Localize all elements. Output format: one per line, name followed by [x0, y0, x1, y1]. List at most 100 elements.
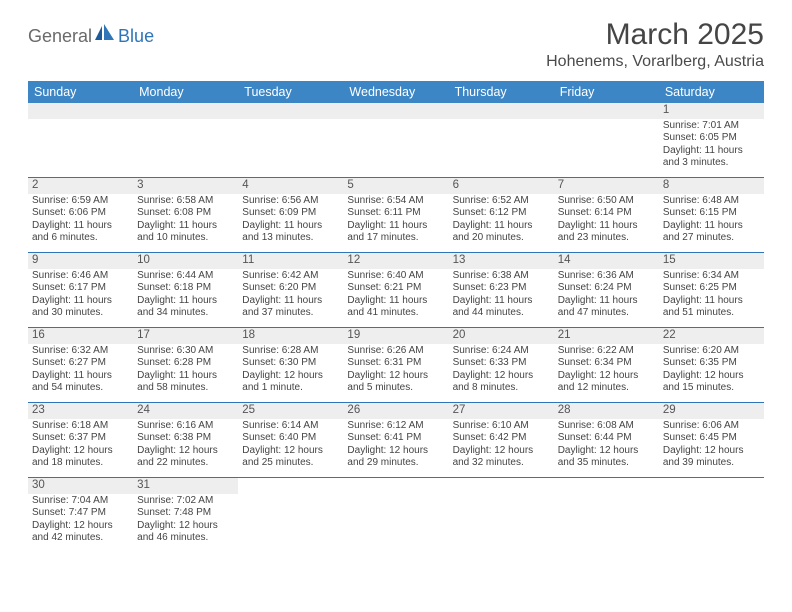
calendar-cell: 31Sunrise: 7:02 AMSunset: 7:48 PMDayligh… [133, 478, 238, 553]
sunrise-line: Sunrise: 6:08 AM [558, 420, 655, 433]
sunrise-line: Sunrise: 6:42 AM [242, 270, 339, 283]
sunrise-line: Sunrise: 6:40 AM [347, 270, 444, 283]
calendar-row: 30Sunrise: 7:04 AMSunset: 7:47 PMDayligh… [28, 478, 764, 553]
calendar-cell: 4Sunrise: 6:56 AMSunset: 6:09 PMDaylight… [238, 178, 343, 253]
day-number: 20 [449, 328, 554, 344]
day-details: Sunrise: 6:30 AMSunset: 6:28 PMDaylight:… [133, 344, 238, 395]
day-number: 16 [28, 328, 133, 344]
daylight-line: Daylight: 11 hours and 47 minutes. [558, 295, 655, 320]
day-details: Sunrise: 6:54 AMSunset: 6:11 PMDaylight:… [343, 194, 448, 245]
day-details: Sunrise: 6:46 AMSunset: 6:17 PMDaylight:… [28, 269, 133, 320]
day-details: Sunrise: 6:18 AMSunset: 6:37 PMDaylight:… [28, 419, 133, 470]
sunset-line: Sunset: 6:38 PM [137, 432, 234, 445]
sunrise-line: Sunrise: 7:01 AM [663, 120, 760, 133]
day-details: Sunrise: 6:36 AMSunset: 6:24 PMDaylight:… [554, 269, 659, 320]
day-details: Sunrise: 6:26 AMSunset: 6:31 PMDaylight:… [343, 344, 448, 395]
sunset-line: Sunset: 6:15 PM [663, 207, 760, 220]
daylight-line: Daylight: 12 hours and 35 minutes. [558, 445, 655, 470]
sunrise-line: Sunrise: 6:59 AM [32, 195, 129, 208]
day-details: Sunrise: 6:34 AMSunset: 6:25 PMDaylight:… [659, 269, 764, 320]
daylight-line: Daylight: 11 hours and 44 minutes. [453, 295, 550, 320]
calendar-row: 9Sunrise: 6:46 AMSunset: 6:17 PMDaylight… [28, 253, 764, 328]
calendar-body: 1Sunrise: 7:01 AMSunset: 6:05 PMDaylight… [28, 103, 764, 552]
calendar-row: 2Sunrise: 6:59 AMSunset: 6:06 PMDaylight… [28, 178, 764, 253]
day-details: Sunrise: 6:08 AMSunset: 6:44 PMDaylight:… [554, 419, 659, 470]
daylight-line: Daylight: 12 hours and 39 minutes. [663, 445, 760, 470]
day-details: Sunrise: 6:48 AMSunset: 6:15 PMDaylight:… [659, 194, 764, 245]
calendar-cell: 6Sunrise: 6:52 AMSunset: 6:12 PMDaylight… [449, 178, 554, 253]
day-details: Sunrise: 6:10 AMSunset: 6:42 PMDaylight:… [449, 419, 554, 470]
calendar-cell: 14Sunrise: 6:36 AMSunset: 6:24 PMDayligh… [554, 253, 659, 328]
calendar-page: General Blue March 2025 Hohenems, Vorarl… [0, 0, 792, 552]
calendar-cell: 27Sunrise: 6:10 AMSunset: 6:42 PMDayligh… [449, 403, 554, 478]
daylight-line: Daylight: 11 hours and 37 minutes. [242, 295, 339, 320]
sunrise-line: Sunrise: 6:22 AM [558, 345, 655, 358]
daylight-line: Daylight: 12 hours and 29 minutes. [347, 445, 444, 470]
daylight-line: Daylight: 12 hours and 1 minute. [242, 370, 339, 395]
day-number: 27 [449, 403, 554, 419]
daynum-bar-empty [343, 103, 448, 119]
calendar-cell: 19Sunrise: 6:26 AMSunset: 6:31 PMDayligh… [343, 328, 448, 403]
calendar-cell [343, 103, 448, 178]
sunrise-line: Sunrise: 6:52 AM [453, 195, 550, 208]
daylight-line: Daylight: 12 hours and 46 minutes. [137, 520, 234, 545]
header: General Blue March 2025 Hohenems, Vorarl… [28, 18, 764, 71]
calendar-row: 16Sunrise: 6:32 AMSunset: 6:27 PMDayligh… [28, 328, 764, 403]
day-details: Sunrise: 6:22 AMSunset: 6:34 PMDaylight:… [554, 344, 659, 395]
calendar-cell: 11Sunrise: 6:42 AMSunset: 6:20 PMDayligh… [238, 253, 343, 328]
calendar-cell [238, 103, 343, 178]
logo-sail-icon [94, 24, 116, 47]
sunrise-line: Sunrise: 6:28 AM [242, 345, 339, 358]
calendar-cell [343, 478, 448, 553]
sunset-line: Sunset: 6:23 PM [453, 282, 550, 295]
daylight-line: Daylight: 12 hours and 5 minutes. [347, 370, 444, 395]
daylight-line: Daylight: 11 hours and 17 minutes. [347, 220, 444, 245]
calendar-cell [133, 103, 238, 178]
sunset-line: Sunset: 6:12 PM [453, 207, 550, 220]
sunrise-line: Sunrise: 6:54 AM [347, 195, 444, 208]
daylight-line: Daylight: 11 hours and 3 minutes. [663, 145, 760, 170]
sunrise-line: Sunrise: 6:46 AM [32, 270, 129, 283]
sunset-line: Sunset: 6:30 PM [242, 357, 339, 370]
sunrise-line: Sunrise: 6:48 AM [663, 195, 760, 208]
day-details: Sunrise: 6:20 AMSunset: 6:35 PMDaylight:… [659, 344, 764, 395]
day-number: 13 [449, 253, 554, 269]
sunset-line: Sunset: 6:18 PM [137, 282, 234, 295]
day-number: 24 [133, 403, 238, 419]
sunset-line: Sunset: 6:21 PM [347, 282, 444, 295]
sunrise-line: Sunrise: 6:06 AM [663, 420, 760, 433]
sunset-line: Sunset: 6:20 PM [242, 282, 339, 295]
day-number: 28 [554, 403, 659, 419]
daynum-bar-empty [554, 103, 659, 119]
day-details: Sunrise: 6:40 AMSunset: 6:21 PMDaylight:… [343, 269, 448, 320]
calendar-cell: 30Sunrise: 7:04 AMSunset: 7:47 PMDayligh… [28, 478, 133, 553]
calendar-cell [554, 478, 659, 553]
weekday-header: Wednesday [343, 81, 448, 103]
weekday-header: Thursday [449, 81, 554, 103]
sunrise-line: Sunrise: 7:04 AM [32, 495, 129, 508]
daylight-line: Daylight: 11 hours and 30 minutes. [32, 295, 129, 320]
daylight-line: Daylight: 12 hours and 8 minutes. [453, 370, 550, 395]
calendar-cell: 26Sunrise: 6:12 AMSunset: 6:41 PMDayligh… [343, 403, 448, 478]
day-details: Sunrise: 6:59 AMSunset: 6:06 PMDaylight:… [28, 194, 133, 245]
location: Hohenems, Vorarlberg, Austria [546, 53, 764, 71]
day-details: Sunrise: 6:38 AMSunset: 6:23 PMDaylight:… [449, 269, 554, 320]
day-number: 18 [238, 328, 343, 344]
day-number: 31 [133, 478, 238, 494]
logo-text-gray: General [28, 27, 92, 45]
calendar-header-row: SundayMondayTuesdayWednesdayThursdayFrid… [28, 81, 764, 103]
sunset-line: Sunset: 6:25 PM [663, 282, 760, 295]
logo-text-blue: Blue [118, 27, 154, 45]
day-details: Sunrise: 6:56 AMSunset: 6:09 PMDaylight:… [238, 194, 343, 245]
sunset-line: Sunset: 7:48 PM [137, 507, 234, 520]
sunrise-line: Sunrise: 6:26 AM [347, 345, 444, 358]
calendar-cell [659, 478, 764, 553]
sunrise-line: Sunrise: 6:50 AM [558, 195, 655, 208]
daynum-bar-empty [449, 103, 554, 119]
day-details: Sunrise: 6:28 AMSunset: 6:30 PMDaylight:… [238, 344, 343, 395]
day-number: 6 [449, 178, 554, 194]
sunset-line: Sunset: 6:35 PM [663, 357, 760, 370]
day-number: 30 [28, 478, 133, 494]
daynum-bar-empty [238, 103, 343, 119]
sunrise-line: Sunrise: 6:34 AM [663, 270, 760, 283]
